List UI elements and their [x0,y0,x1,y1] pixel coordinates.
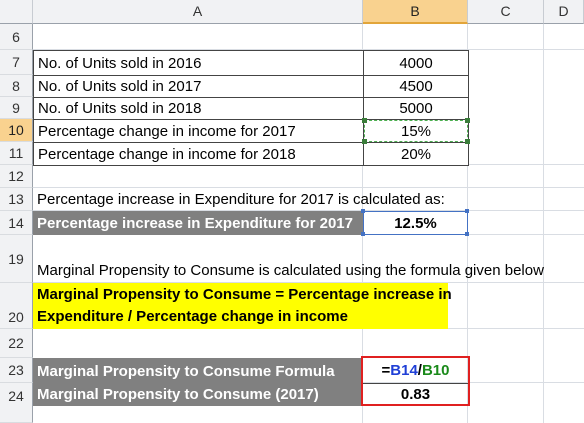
formula-reference-highlight-b10 [364,120,468,142]
column-header-d[interactable]: D [544,0,584,24]
row-header-7[interactable]: 7 [0,50,33,75]
reference-handle[interactable] [465,139,470,144]
income-change-2017-value[interactable]: 15% [363,119,469,143]
units-2016-label[interactable]: No. of Units sold in 2016 [33,50,364,76]
mpc-formula-line2: Expenditure / Percentage change in incom… [37,308,348,325]
mpc-formula-label[interactable]: Marginal Propensity to Consume Formula [33,358,363,384]
mpc-formula-description[interactable]: Marginal Propensity to Consume = Percent… [33,283,452,329]
row-header-14[interactable]: 14 [0,211,33,235]
row-header-13[interactable]: 13 [0,188,33,211]
income-change-2018-value[interactable]: 20% [363,142,469,166]
reference-handle[interactable] [465,118,470,123]
expenditure-increase-value[interactable]: 12.5% [363,211,468,235]
column-header-b[interactable]: B [363,0,468,24]
reference-handle[interactable] [362,139,367,144]
formula-divide: / [417,361,422,379]
mpc-result-label[interactable]: Marginal Propensity to Consume (2017) [33,383,363,406]
reference-handle[interactable] [362,118,367,123]
formula-equals: = [381,361,391,379]
row-header-23[interactable]: 23 [0,358,33,383]
row-header-22[interactable]: 22 [0,329,33,358]
mpc-note[interactable]: Marginal Propensity to Consume is calcul… [37,261,544,279]
mpc-result-value[interactable]: 0.83 [363,383,468,404]
select-all-corner[interactable] [0,0,33,24]
row-header-11[interactable]: 11 [0,142,33,165]
column-header-a[interactable]: A [33,0,363,24]
formula-ref-b10: B10 [421,361,450,379]
mpc-formula-line1: Marginal Propensity to Consume = Percent… [37,286,452,303]
row-header-8[interactable]: 8 [0,75,33,97]
result-highlight-box [361,356,470,406]
row-header-10[interactable]: 10 [0,119,33,142]
units-2017-value[interactable]: 4500 [363,75,469,98]
mpc-formula-cell[interactable]: = B14/B10 [363,358,468,382]
units-2018-value[interactable]: 5000 [363,97,469,120]
row-header-24[interactable]: 24 [0,383,33,423]
reference-handle[interactable] [361,209,365,213]
row-gridline [33,49,584,50]
row-header-19[interactable]: 19 [0,235,33,283]
formula-ref-b14: B14 [390,361,418,379]
row-gridline [33,210,584,211]
income-change-2017-label[interactable]: Percentage change in income for 2017 [33,119,364,143]
row-header-6[interactable]: 6 [0,24,33,50]
units-2017-label[interactable]: No. of Units sold in 2017 [33,75,364,98]
units-2018-label[interactable]: No. of Units sold in 2018 [33,97,364,120]
units-2016-value[interactable]: 4000 [363,50,469,76]
expenditure-increase-label[interactable]: Percentage increase in Expenditure for 2… [33,211,363,235]
reference-handle[interactable] [465,209,469,213]
reference-handle[interactable] [465,232,469,236]
row-header-9[interactable]: 9 [0,97,33,119]
expenditure-note[interactable]: Percentage increase in Expenditure for 2… [37,191,445,208]
row-header-20[interactable]: 20 [0,283,33,329]
reference-handle[interactable] [361,232,365,236]
row-gridline [33,282,584,283]
row-header-12[interactable]: 12 [0,165,33,188]
income-change-2018-label[interactable]: Percentage change in income for 2018 [33,142,364,166]
row-gridline [33,187,584,188]
column-header-c[interactable]: C [468,0,544,24]
